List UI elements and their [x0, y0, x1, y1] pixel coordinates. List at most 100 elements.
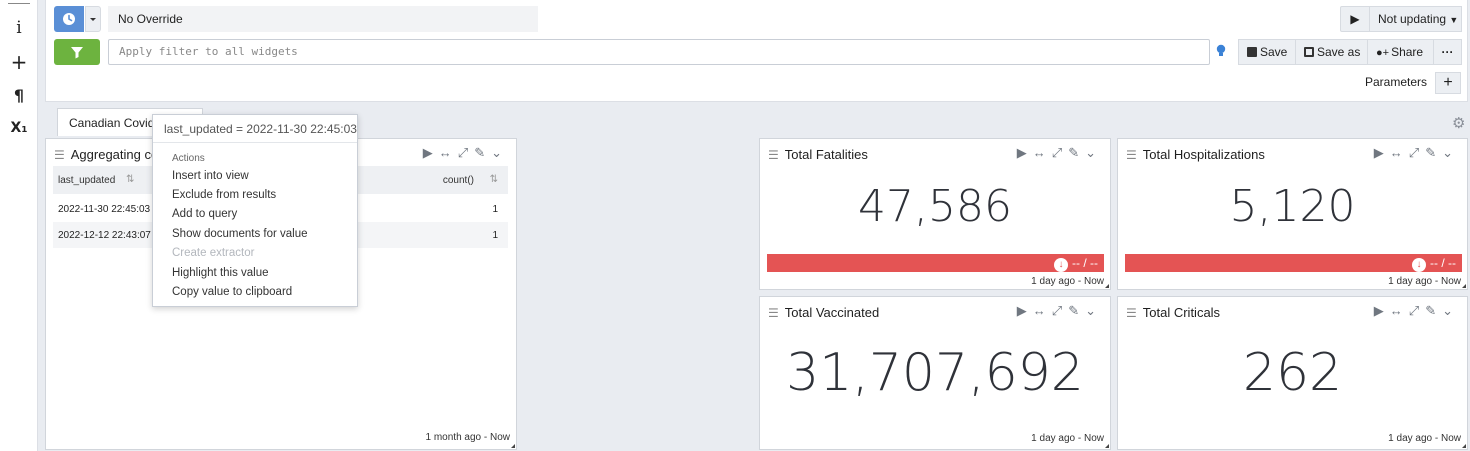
lightbulb-icon[interactable] — [1216, 44, 1226, 61]
expand-horizontal-icon[interactable]: ↔ — [1032, 145, 1052, 160]
action-highlight-this-value[interactable]: Highlight this value — [172, 267, 269, 279]
fullscreen-icon[interactable]: ⤢ — [1408, 303, 1426, 318]
play-icon[interactable]: ▶ — [1016, 303, 1033, 318]
popover-title: last_updated = 2022-11-30 22:45:03 — [153, 115, 357, 143]
sort-icon[interactable]: ⇅ — [489, 174, 498, 185]
left-rail: i + ¶ X₁ — [0, 0, 38, 451]
chevron-down-icon[interactable]: ⌄ — [491, 145, 508, 160]
refresh-interval-label: Not updating — [1378, 12, 1447, 26]
edit-icon[interactable]: ✎ — [1425, 145, 1443, 160]
trend-value: -- / -- — [1430, 256, 1456, 270]
cell-count[interactable]: 1 — [492, 204, 498, 215]
stat-value: 5,120 — [1229, 181, 1356, 232]
resize-handle[interactable] — [1105, 284, 1109, 288]
expand-horizontal-icon[interactable]: ↔ — [1389, 145, 1409, 160]
search-bar-panel: No Override Apply filter to all widgets … — [45, 0, 1468, 102]
chevron-down-icon[interactable]: ⌄ — [1442, 145, 1459, 160]
stat-widget-total-vaccinated: ☰ Total Vaccinated ▶↔⤢✎⌄ 31,707,692 1 day… — [759, 296, 1111, 450]
save-button[interactable]: Save — [1238, 39, 1296, 65]
pin-icon[interactable]: ⇅ — [126, 174, 135, 185]
cell-last-updated[interactable]: 2022-12-12 22:43:07 — [58, 230, 151, 241]
save-as-label: Save as — [1317, 45, 1361, 59]
edit-icon[interactable]: ✎ — [1068, 145, 1086, 160]
play-icon[interactable]: ▶ — [1373, 145, 1390, 160]
cell-last-updated[interactable]: 2022-11-30 22:45:03 — [58, 204, 151, 215]
drag-handle-icon[interactable]: ☰ — [1126, 306, 1137, 320]
subscript-icon[interactable]: X₁ — [10, 120, 28, 136]
play-icon[interactable]: ▶ — [422, 145, 439, 160]
widget-timerange: 1 day ago - Now — [1031, 276, 1104, 287]
plus-icon[interactable]: + — [10, 50, 28, 74]
fullscreen-icon[interactable]: ⤢ — [1408, 145, 1426, 160]
action-show-documents-for-value[interactable]: Show documents for value — [172, 228, 308, 240]
fullscreen-icon[interactable]: ⤢ — [1051, 145, 1069, 160]
stat-value: 47,586 — [858, 181, 1012, 232]
edit-icon[interactable]: ✎ — [1425, 303, 1443, 318]
refresh-interval-dropdown[interactable]: Not updating ▼ — [1370, 6, 1462, 32]
expand-horizontal-icon[interactable]: ↔ — [438, 145, 458, 160]
resize-handle[interactable] — [511, 444, 515, 448]
drag-handle-icon[interactable]: ☰ — [768, 148, 779, 162]
fullscreen-icon[interactable]: ⤢ — [1051, 303, 1069, 318]
plus-icon: + — [1443, 74, 1453, 91]
info-icon[interactable]: i — [16, 18, 22, 38]
chevron-down-icon[interactable]: ⌄ — [1085, 303, 1102, 318]
clock-icon — [63, 13, 75, 25]
action-copy-value-to-clipboard[interactable]: Copy value to clipboard — [172, 286, 293, 298]
share-button[interactable]: ●+ Share — [1368, 39, 1434, 65]
resize-handle[interactable] — [1462, 284, 1466, 288]
fullscreen-icon[interactable]: ⤢ — [457, 145, 475, 160]
parameters-label: Parameters — [1364, 75, 1427, 89]
add-parameter-button[interactable]: + — [1435, 72, 1461, 94]
expand-horizontal-icon[interactable]: ↔ — [1032, 303, 1052, 318]
play-icon[interactable]: ▶ — [1373, 303, 1390, 318]
gear-icon[interactable]: ⚙ — [1452, 115, 1466, 132]
timerange-dropdown-button[interactable] — [85, 6, 101, 32]
column-header-last-updated[interactable]: last_updated — [58, 175, 116, 186]
resize-handle[interactable] — [1105, 444, 1109, 448]
play-icon: ▶ — [1350, 12, 1360, 26]
filter-input[interactable]: Apply filter to all widgets — [108, 39, 1210, 65]
edit-icon[interactable]: ✎ — [1068, 303, 1086, 318]
widget-timerange: 1 day ago - Now — [1388, 433, 1461, 444]
floppy-icon — [1247, 47, 1257, 57]
ellipsis-icon: ··· — [1441, 45, 1454, 59]
edit-icon[interactable]: ✎ — [474, 145, 492, 160]
action-create-extractor: Create extractor — [172, 247, 255, 259]
save-as-button[interactable]: Save as — [1296, 39, 1368, 65]
user-plus-icon: ●+ — [1376, 47, 1390, 59]
share-label: Share — [1391, 45, 1424, 59]
action-exclude-from-results[interactable]: Exclude from results — [172, 189, 277, 201]
column-header-count[interactable]: count() — [442, 175, 474, 186]
stat-value: 262 — [1242, 343, 1343, 403]
timerange-button[interactable] — [54, 6, 84, 32]
filter-icon — [71, 47, 83, 59]
stat-widget-total-hospitalizations: ☰ Total Hospitalizations ▶↔⤢✎⌄ 5,120 ↓ -- … — [1117, 138, 1468, 290]
rail-divider — [8, 3, 30, 4]
chevron-down-icon[interactable]: ⌄ — [1085, 145, 1102, 160]
resize-handle[interactable] — [1462, 444, 1466, 448]
cell-count[interactable]: 1 — [492, 230, 498, 241]
save-label: Save — [1260, 45, 1288, 59]
play-icon[interactable]: ▶ — [1016, 145, 1033, 160]
widget-title: Total Vaccinated — [784, 305, 880, 320]
widget-actions: ▶↔⤢✎⌄ — [1017, 303, 1102, 319]
expand-horizontal-icon[interactable]: ↔ — [1389, 303, 1409, 318]
play-button[interactable]: ▶ — [1340, 6, 1370, 32]
arrow-down-circle-icon: ↓ — [1054, 258, 1068, 272]
widget-actions: ▶↔⤢✎⌄ — [423, 145, 508, 161]
drag-handle-icon[interactable]: ☰ — [768, 306, 779, 320]
drag-handle-icon[interactable]: ☰ — [54, 148, 65, 162]
action-add-to-query[interactable]: Add to query — [172, 208, 238, 220]
drag-handle-icon[interactable]: ☰ — [1126, 148, 1137, 162]
caret-down-icon: ▼ — [1449, 15, 1459, 25]
popover-section-heading: Actions — [172, 153, 205, 164]
timerange-override-field[interactable]: No Override — [108, 6, 538, 32]
more-options-button[interactable]: ··· — [1434, 39, 1462, 65]
copy-icon — [1304, 47, 1314, 57]
table-row: 2022-11-30 22:45:03 1 — [53, 196, 508, 222]
action-insert-into-view[interactable]: Insert into view — [172, 170, 249, 182]
pilcrow-icon[interactable]: ¶ — [13, 86, 25, 105]
chevron-down-icon[interactable]: ⌄ — [1442, 303, 1459, 318]
filter-button[interactable] — [54, 39, 100, 65]
